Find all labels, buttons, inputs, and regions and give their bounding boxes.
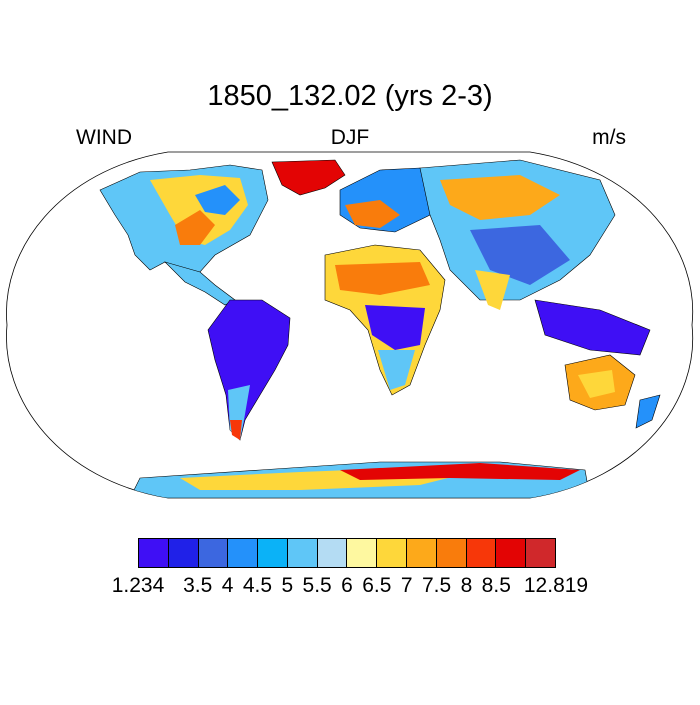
colorbar-box xyxy=(228,539,259,567)
africa-central xyxy=(365,305,425,350)
colorbar-tick-label: 8.5 xyxy=(481,574,511,597)
colorbar xyxy=(138,538,556,568)
se-asia xyxy=(534,299,651,356)
colorbar-box xyxy=(436,539,467,567)
colorbar-box xyxy=(526,539,555,567)
colorbar-tick-label: 8 xyxy=(460,574,473,597)
variable-label: WIND xyxy=(76,126,132,149)
map-title: 1850_132.02 (yrs 2-3) xyxy=(207,80,493,112)
colorbar-box xyxy=(287,539,318,567)
colorbar-tick-label: 12.819 xyxy=(523,574,589,597)
africa-south xyxy=(378,350,415,390)
new-zealand xyxy=(635,394,661,429)
colorbar-box xyxy=(139,539,169,567)
colorbar-box xyxy=(198,539,229,567)
units-label: m/s xyxy=(592,126,626,149)
asia-blue xyxy=(470,225,570,285)
colorbar-box xyxy=(377,539,408,567)
india xyxy=(475,270,510,310)
colorbar-tick-label: 1.234 xyxy=(111,574,165,597)
africa-desert xyxy=(335,262,430,295)
colorbar-tick-label: 7 xyxy=(400,574,413,597)
north-america-blue xyxy=(195,185,240,215)
south-america-tip xyxy=(230,420,242,440)
colorbar-tick-label: 4 xyxy=(221,574,234,597)
south-america xyxy=(207,299,291,441)
colorbar-tick-label: 7.5 xyxy=(421,574,452,597)
antarctica-hot xyxy=(340,463,580,480)
colorbar-box xyxy=(496,539,527,567)
colorbar-tick-label: 4.5 xyxy=(242,574,273,597)
asia-warm xyxy=(440,175,560,220)
colorbar-box xyxy=(347,539,378,567)
australia-center xyxy=(578,370,615,398)
colorbar-box xyxy=(317,539,348,567)
colorbar-tick-label: 5.5 xyxy=(302,574,332,597)
greenland xyxy=(271,159,346,196)
north-america-hot xyxy=(175,210,215,245)
season-label: DJF xyxy=(330,126,370,149)
colorbar-box xyxy=(466,539,497,567)
colorbar-tick-label: 6.5 xyxy=(362,574,392,597)
colorbar-tick-label: 5 xyxy=(281,574,294,597)
colorbar-tick-label: 6 xyxy=(341,574,353,597)
colorbar-box xyxy=(168,539,199,567)
europe-warm xyxy=(345,200,400,228)
colorbar-tick-label: 3.5 xyxy=(183,574,213,597)
colorbar-box xyxy=(407,539,437,567)
colorbar-box xyxy=(258,539,288,567)
